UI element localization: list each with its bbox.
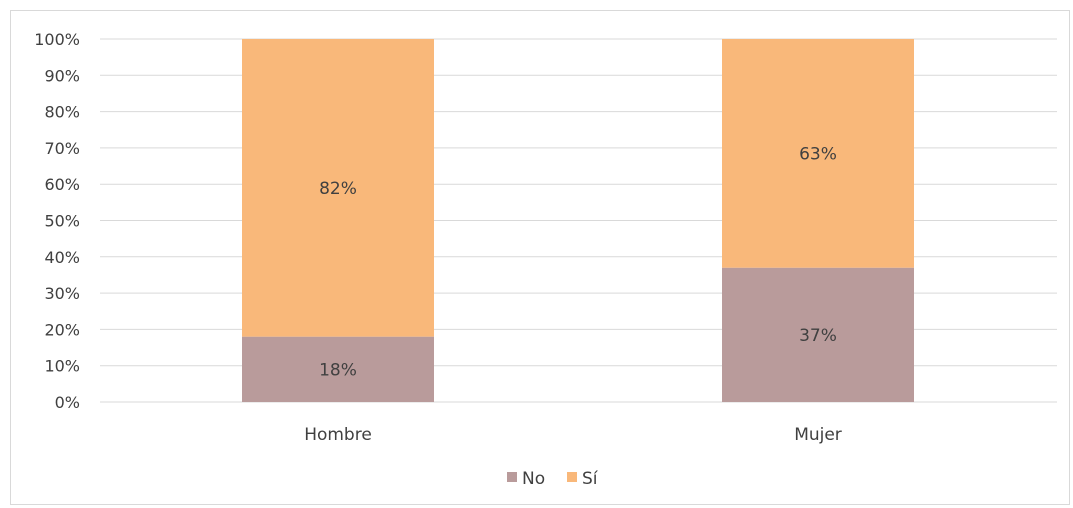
y-tick-label: 80% — [44, 103, 80, 122]
data-label: 82% — [319, 179, 357, 199]
y-tick-label: 40% — [44, 248, 80, 267]
y-tick-label: 100% — [34, 30, 80, 49]
y-tick-label: 20% — [44, 320, 80, 339]
legend-label-no: No — [522, 469, 545, 489]
legend-swatch-sí — [567, 472, 577, 482]
data-label: 63% — [799, 144, 837, 164]
data-label: 18% — [319, 360, 357, 380]
y-tick-label: 30% — [44, 284, 80, 303]
data-label: 37% — [799, 326, 837, 346]
bar-sí-hombre — [242, 39, 434, 337]
y-tick-label: 50% — [44, 212, 80, 231]
legend-label-sí: Sí — [582, 469, 599, 489]
bar-sí-mujer — [722, 39, 914, 268]
y-tick-label: 90% — [44, 66, 80, 85]
y-tick-label: 60% — [44, 175, 80, 194]
y-tick-label: 0% — [55, 393, 80, 412]
x-category-label: Hombre — [304, 425, 372, 445]
bar-no-hombre — [242, 336, 434, 402]
y-tick-label: 10% — [44, 357, 80, 376]
x-category-label: Mujer — [794, 425, 842, 445]
y-tick-label: 70% — [44, 139, 80, 158]
bar-no-mujer — [722, 267, 914, 402]
legend-swatch-no — [507, 472, 517, 482]
